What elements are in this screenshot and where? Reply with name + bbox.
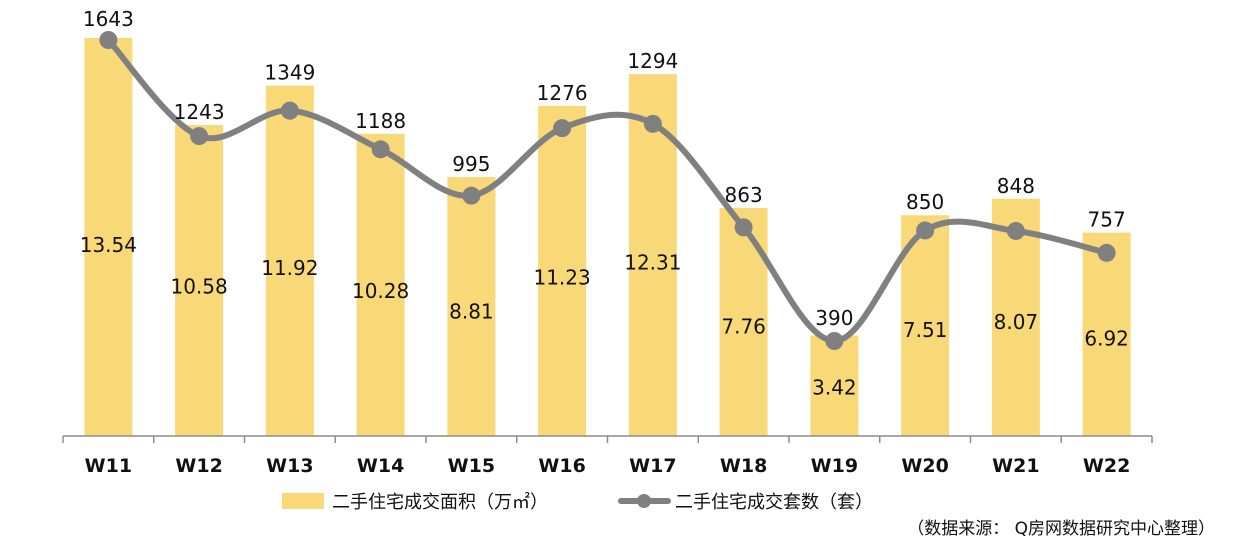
- line-value-label-W12: 1243: [174, 100, 225, 124]
- bar-value-label-W12: 10.58: [170, 275, 227, 299]
- bar-value-label-W22: 6.92: [1084, 326, 1129, 350]
- line-value-label-W20: 850: [906, 190, 944, 214]
- bar-W16: [538, 105, 587, 436]
- legend-swatch-area: [282, 493, 324, 509]
- bar-value-label-W20: 7.51: [903, 318, 948, 342]
- bar-value-label-W21: 8.07: [994, 310, 1039, 334]
- x-axis-tick-labels: W11 W12 W13 W14 W15 W16 W17 W18 W19 W20 W21 W22: [85, 455, 1131, 477]
- line-series-path: [105, 37, 1110, 345]
- bar-value-label-W18: 7.76: [721, 315, 766, 339]
- x-tick-label-W17: W17: [629, 455, 676, 477]
- line-series-points: [99, 31, 1116, 350]
- x-tick-label-W11: W11: [85, 455, 132, 477]
- bar-W15: [447, 177, 496, 436]
- x-tick-label-W13: W13: [266, 455, 313, 477]
- line-value-label-W19: 390: [815, 306, 853, 330]
- line-value-label-W18: 863: [725, 183, 763, 207]
- bar-W19: [810, 335, 859, 436]
- line-point-W14: [371, 140, 390, 159]
- line-value-label-W22: 757: [1088, 208, 1126, 232]
- line-value-label-W21: 848: [997, 174, 1035, 198]
- line-point-W11: [99, 31, 118, 49]
- bar-W14: [356, 133, 405, 437]
- legend-label-area: 二手住宅成交面积（万㎡）: [332, 491, 548, 513]
- bar-W22: [1082, 232, 1131, 436]
- bar-value-label-W14: 10.28: [352, 279, 409, 303]
- x-tick-label-W15: W15: [448, 455, 495, 477]
- bar-value-label-W19: 3.42: [812, 376, 857, 400]
- line-point-W21: [1006, 221, 1025, 240]
- x-tick-label-W22: W22: [1083, 455, 1130, 477]
- source-note: （数据来源： Q房网数据研究中心整理）: [907, 519, 1215, 539]
- bar-value-label-W13: 11.92: [261, 256, 318, 280]
- line-value-label-W14: 1188: [355, 109, 406, 133]
- line-point-W15: [462, 186, 481, 205]
- bar-W13: [265, 85, 314, 437]
- line-point-W20: [916, 221, 935, 240]
- bar-W12: [175, 125, 224, 436]
- bar-value-label-W15: 8.81: [449, 300, 494, 324]
- bar-value-label-W16: 11.23: [533, 266, 590, 290]
- line-value-label-W15: 995: [452, 152, 490, 176]
- x-tick-label-W18: W18: [720, 455, 767, 477]
- x-tick-label-W21: W21: [992, 455, 1039, 477]
- x-tick-label-W20: W20: [901, 455, 948, 477]
- x-tick-label-W16: W16: [538, 455, 585, 477]
- bar-W11: [84, 38, 133, 436]
- bar-value-labels: 13.54 10.58 11.92 10.28 8.81 11.23 12.31 7.76 3.…: [80, 233, 1129, 400]
- bar-series-area: [84, 38, 1131, 437]
- x-axis-ticks: [62, 436, 1153, 443]
- x-tick-label-W12: W12: [175, 455, 222, 477]
- legend-label-count: 二手住宅成交套数（套）: [675, 492, 873, 513]
- line-value-label-W13: 1349: [264, 61, 315, 85]
- line-point-W17: [643, 114, 662, 133]
- legend-swatch-count-marker: [637, 494, 651, 508]
- line-value-label-W11: 1643: [83, 7, 134, 31]
- line-value-label-W16: 1276: [537, 81, 588, 105]
- legend: 二手住宅成交面积（万㎡） 二手住宅成交套数（套）: [282, 491, 873, 513]
- line-point-W22: [1097, 243, 1116, 262]
- line-point-W13: [280, 101, 299, 120]
- x-tick-label-W14: W14: [357, 455, 404, 477]
- line-point-W16: [553, 119, 572, 138]
- line-value-label-W17: 1294: [627, 49, 678, 73]
- line-point-W18: [734, 218, 753, 237]
- line-value-labels: 1643 1243 1349 1188 995 1276 1294 863 390 850 848 7…: [83, 7, 1126, 330]
- bar-value-label-W17: 12.31: [624, 250, 681, 274]
- x-tick-label-W19: W19: [811, 455, 858, 477]
- bar-W20: [901, 215, 950, 436]
- line-point-W19: [825, 332, 844, 350]
- bar-value-label-W11: 13.54: [80, 233, 137, 257]
- line-point-W12: [190, 127, 209, 146]
